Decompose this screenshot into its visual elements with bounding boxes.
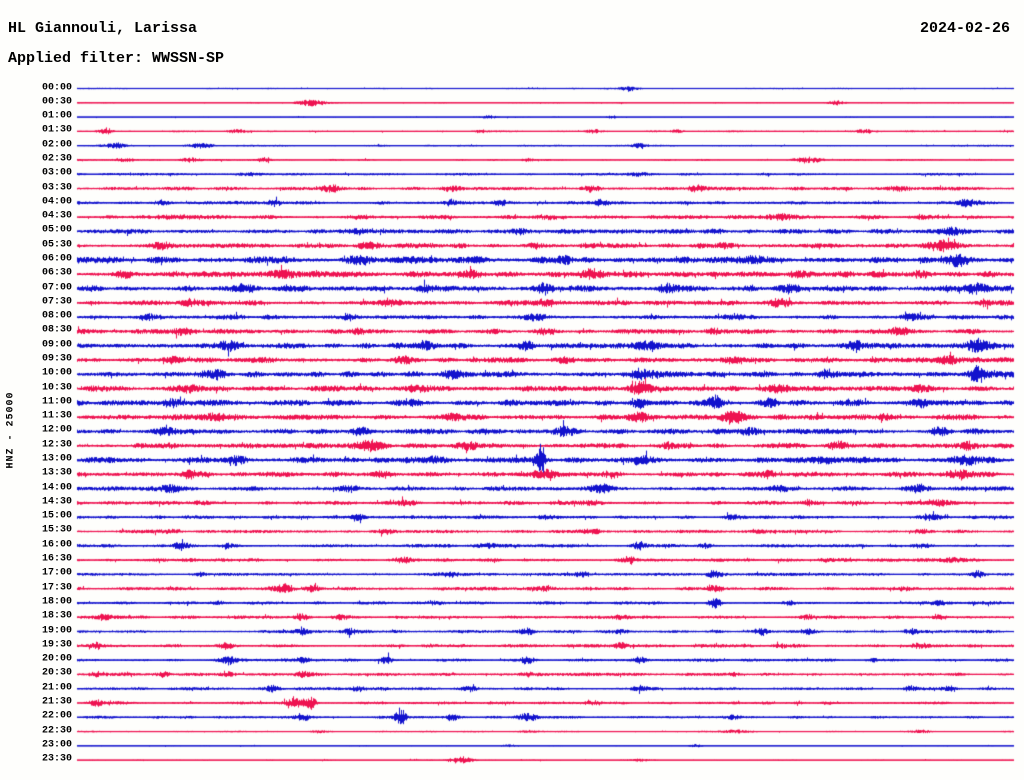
time-label: 19:00 (41, 625, 72, 637)
time-label: 01:30 (41, 124, 72, 136)
time-label: 22:00 (41, 710, 72, 722)
time-label: 00:30 (41, 96, 72, 108)
time-label: 15:00 (41, 510, 72, 522)
time-label: 14:30 (41, 496, 72, 508)
time-label: 17:00 (41, 567, 72, 579)
time-label: 21:30 (41, 696, 72, 708)
time-label: 09:30 (41, 353, 72, 365)
time-label: 03:30 (41, 182, 72, 194)
time-label: 09:00 (41, 339, 72, 351)
time-label: 13:00 (41, 453, 72, 465)
time-label: 10:00 (41, 367, 72, 379)
time-label: 11:30 (41, 410, 72, 422)
time-label: 08:30 (41, 324, 72, 336)
time-label: 12:30 (41, 439, 72, 451)
time-label: 05:30 (41, 239, 72, 251)
time-label: 08:00 (41, 310, 72, 322)
time-label: 03:00 (41, 167, 72, 179)
time-label: 23:00 (41, 739, 72, 751)
time-label: 02:30 (41, 153, 72, 165)
time-label: 20:00 (41, 653, 72, 665)
y-axis-label: HNZ - 25000 (5, 391, 17, 469)
time-label: 14:00 (41, 482, 72, 494)
time-label: 23:30 (41, 753, 72, 765)
time-label: 11:00 (41, 396, 72, 408)
time-label: 20:30 (41, 667, 72, 679)
time-label: 07:00 (41, 282, 72, 294)
time-label: 05:00 (41, 224, 72, 236)
time-label: 04:30 (41, 210, 72, 222)
time-label: 01:00 (41, 110, 72, 122)
filter-label: Applied filter: WWSSN-SP (8, 50, 225, 67)
time-label: 10:30 (41, 382, 72, 394)
report-date: 2024-02-26 (919, 20, 1010, 37)
time-label: 04:00 (41, 196, 72, 208)
time-label: 22:30 (41, 725, 72, 737)
time-label: 06:30 (41, 267, 72, 279)
station-name: HL Giannouli, Larissa (8, 20, 198, 37)
time-label: 18:30 (41, 610, 72, 622)
time-label: 06:00 (41, 253, 72, 265)
time-label: 12:00 (41, 424, 72, 436)
time-label: 13:30 (41, 467, 72, 479)
time-label: 07:30 (41, 296, 72, 308)
time-label: 19:30 (41, 639, 72, 651)
time-label: 15:30 (41, 524, 72, 536)
time-label: 02:00 (41, 139, 72, 151)
time-label: 16:00 (41, 539, 72, 551)
time-label: 16:30 (41, 553, 72, 565)
time-label: 00:00 (41, 82, 72, 93)
time-label: 18:00 (41, 596, 72, 608)
time-label: 17:30 (41, 582, 72, 594)
time-label: 21:00 (41, 682, 72, 694)
